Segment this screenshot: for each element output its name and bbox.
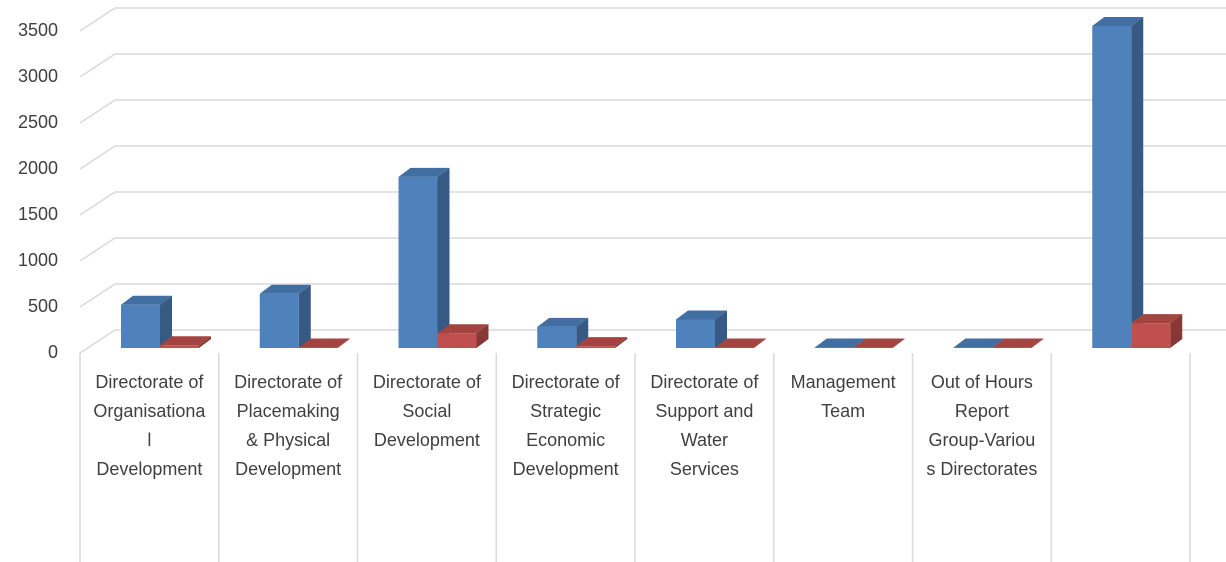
grid-line xyxy=(79,145,1226,170)
bar-top xyxy=(259,284,311,294)
bar-side xyxy=(337,338,350,348)
bar xyxy=(537,326,577,348)
grid-line xyxy=(79,53,1226,78)
bar-top xyxy=(437,324,489,334)
x-tick-label: Out of Hours Report Group-Variou s Director… xyxy=(926,372,1037,479)
x-tick-label-line: l xyxy=(147,430,151,450)
bar-top xyxy=(853,338,905,348)
x-tick-label-line: & Physical xyxy=(246,430,330,450)
y-tick-label: 3500 xyxy=(18,20,58,40)
bar xyxy=(398,176,438,348)
bar-side xyxy=(199,336,211,348)
y-tick-label: 2500 xyxy=(18,112,58,132)
bar-top xyxy=(814,338,866,348)
y-tick-label: 500 xyxy=(28,296,58,316)
bar-top xyxy=(715,338,766,348)
grid-line xyxy=(79,7,1226,32)
x-tick-label-line: Development xyxy=(235,459,341,479)
x-tick-label: Management Team xyxy=(791,372,896,421)
bar xyxy=(1092,26,1132,348)
x-tick-label-line: Strategic xyxy=(530,401,601,421)
bar-side xyxy=(715,310,727,348)
bar xyxy=(259,293,299,348)
bar-top xyxy=(676,310,727,320)
x-tick-label-line: Report xyxy=(955,401,1009,421)
bar-top xyxy=(537,317,589,327)
bar-side xyxy=(1170,314,1183,348)
bar-top xyxy=(298,338,350,348)
x-tick-label: Directorate of Strategic Economic Developme… xyxy=(512,372,621,479)
x-tick-label-line: Group-Variou xyxy=(929,430,1036,450)
x-tick-label-line: Development xyxy=(96,459,202,479)
bar-top xyxy=(953,338,1005,348)
bar-top xyxy=(160,336,211,346)
bar xyxy=(1131,323,1171,348)
bar xyxy=(160,345,199,348)
bar-side xyxy=(476,324,489,348)
y-tick-label: 0 xyxy=(48,342,58,362)
x-tick-label-line: Placemaking xyxy=(237,401,340,421)
x-tick-label-line: Directorate of xyxy=(650,372,759,392)
x-tick-label: Directorate of Support and Water Services xyxy=(650,372,759,479)
x-tick-label-line: Development xyxy=(374,430,480,450)
bar xyxy=(676,319,715,348)
x-tick-label-line: Directorate of xyxy=(373,372,482,392)
grid-line xyxy=(79,329,1226,354)
bar-top xyxy=(398,167,450,177)
grid-line xyxy=(79,237,1226,262)
grid-line xyxy=(79,99,1226,124)
bar-side xyxy=(754,338,766,348)
bar-top xyxy=(121,295,172,305)
bar-side xyxy=(298,284,311,348)
x-tick-label-line: Water xyxy=(681,430,728,450)
y-tick-label: 1000 xyxy=(18,250,58,270)
x-tick-label-line: Management xyxy=(791,372,896,392)
bar xyxy=(437,333,477,348)
bar-side xyxy=(1131,17,1144,348)
x-tick-label-line: Social xyxy=(402,401,451,421)
bar-top xyxy=(1092,17,1144,26)
y-tick-label: 2000 xyxy=(18,158,58,178)
bar-top xyxy=(992,338,1044,348)
y-tick-label: 3000 xyxy=(18,66,58,86)
x-tick-label: Directorate of Placemaking & Physical Devel… xyxy=(234,372,343,479)
x-tick-label-line: s Directorates xyxy=(926,459,1037,479)
x-tick-label-line: Directorate of xyxy=(512,372,621,392)
x-tick-label-line: Team xyxy=(821,401,865,421)
x-tick-label: Directorate of Social Development xyxy=(373,372,482,450)
grid-line xyxy=(79,191,1226,216)
x-tick-label: Directorate of Organisationa l Development xyxy=(93,372,206,479)
x-tick-label-line: Services xyxy=(670,459,739,479)
bar xyxy=(121,304,160,348)
bar-side xyxy=(1031,338,1044,348)
bar-side xyxy=(892,338,905,348)
bar-side xyxy=(615,337,628,348)
bar xyxy=(576,346,616,348)
x-tick-label-line: Out of Hours xyxy=(931,372,1033,392)
x-tick-label-line: Directorate of xyxy=(95,372,204,392)
bar-top xyxy=(1131,314,1183,324)
y-tick-label: 1500 xyxy=(18,204,58,224)
bar-side xyxy=(437,167,450,348)
grid-line xyxy=(79,283,1226,308)
x-tick-label-line: Directorate of xyxy=(234,372,343,392)
x-tick-label-line: Development xyxy=(513,459,619,479)
x-tick-label-line: Support and xyxy=(655,401,753,421)
x-tick-label-line: Economic xyxy=(526,430,605,450)
x-tick-label-line: Organisationa xyxy=(93,401,206,421)
bar-side xyxy=(160,295,172,348)
bar-top xyxy=(576,337,628,347)
